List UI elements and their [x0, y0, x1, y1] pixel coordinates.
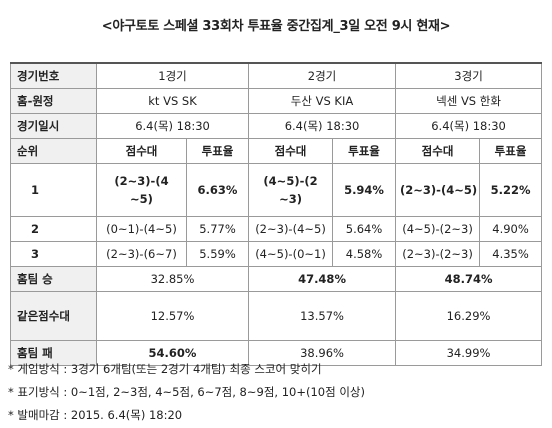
- game-1-tie: 12.57%: [95, 291, 250, 341]
- rank-1-game-2-score: (4~5)-(2~3): [248, 163, 334, 217]
- game-3-home-win: 48.74%: [395, 266, 543, 292]
- game-3-tie: 16.29%: [395, 291, 543, 341]
- game-1-vote-header: 투표율: [185, 138, 250, 164]
- row-label-home-loss: 홈팀 패: [10, 340, 97, 366]
- game-1-number: 1경기: [95, 62, 250, 89]
- rank-2-label: 2: [10, 216, 97, 242]
- row-label-tie: 같은점수대: [10, 291, 97, 341]
- table-row-datetime: 경기일시 6.4(목) 18:30 6.4(목) 18:30 6.4(목) 18…: [10, 113, 543, 139]
- rank-1-game-3-score: (2~3)-(4~5): [395, 163, 481, 217]
- rank-3-game-1-vote: 5.59%: [185, 241, 250, 267]
- game-2-score-header: 점수대: [248, 138, 334, 164]
- table-row-subheader: 순위 점수대 투표율 점수대 투표율 점수대 투표율: [10, 138, 543, 164]
- game-1-home-win: 32.85%: [95, 266, 250, 292]
- row-label-home-win: 홈팀 승: [10, 266, 97, 292]
- game-1-home-loss: 54.60%: [95, 340, 250, 366]
- rank-3-game-3-vote: 4.35%: [479, 241, 543, 267]
- game-2-home-win: 47.48%: [248, 266, 397, 292]
- rank-1-game-1-score: (2~3)-(4~5): [96, 163, 187, 217]
- game-2-vote-header: 투표율: [332, 138, 397, 164]
- game-2-number: 2경기: [248, 62, 397, 89]
- game-3-matchup: 넥센 VS 한화: [395, 88, 543, 114]
- game-1-score-header: 점수대: [96, 138, 187, 164]
- row-label-rank: 순위: [10, 138, 97, 164]
- rank-2-game-1-score: (0~1)-(4~5): [96, 216, 187, 242]
- rank-1-game-3-vote: 5.22%: [479, 163, 543, 217]
- game-2-tie: 13.57%: [248, 291, 397, 341]
- table-row-game-no: 경기번호 1경기 2경기 3경기: [10, 62, 543, 89]
- page-title: <야구토토 스페셜 33회차 투표율 중간집계_3일 오전 9시 현재>: [101, 19, 451, 34]
- table-row-home-loss: 홈팀 패 54.60% 38.96% 34.99%: [10, 340, 543, 366]
- row-label-matchup: 홈-원정: [10, 88, 97, 114]
- footnotes: * 게임방식 : 3경기 6개팀(또는 2경기 4개팀) 최종 스코어 맞히기 …: [8, 358, 365, 427]
- game-2-home-loss: 38.96%: [248, 340, 397, 366]
- game-3-home-loss: 34.99%: [395, 340, 543, 366]
- rank-3-game-2-score: (4~5)-(0~1): [248, 241, 334, 267]
- rank-1-game-2-vote: 5.94%: [332, 163, 397, 217]
- game-3-number: 3경기: [395, 62, 543, 89]
- vote-rate-table: 경기번호 1경기 2경기 3경기 홈-원정 kt VS SK 두산 VS KIA…: [10, 62, 543, 366]
- rank-3-game-1-score: (2~3)-(6~7): [96, 241, 187, 267]
- note-notation: * 표기방식 : 0~1점, 2~3점, 4~5점, 6~7점, 8~9점, 1…: [8, 385, 365, 399]
- rank-2-game-1-vote: 5.77%: [185, 216, 250, 242]
- note-game-method: * 게임방식 : 3경기 6개팀(또는 2경기 4개팀) 최종 스코어 맞히기: [8, 362, 322, 376]
- table-row-rank-2: 2 (0~1)-(4~5) 5.77% (2~3)-(4~5) 5.64% (4…: [10, 216, 543, 242]
- game-3-datetime: 6.4(목) 18:30: [395, 113, 543, 139]
- rank-3-game-3-score: (2~3)-(2~3): [395, 241, 481, 267]
- rank-1-label: 1: [10, 163, 97, 217]
- rank-2-game-2-score: (2~3)-(4~5): [248, 216, 334, 242]
- game-2-datetime: 6.4(목) 18:30: [248, 113, 397, 139]
- row-label-game-no: 경기번호: [10, 62, 97, 89]
- rank-3-label: 3: [10, 241, 97, 267]
- table-row-tie: 같은점수대 12.57% 13.57% 16.29%: [10, 291, 543, 341]
- table-row-rank-3: 3 (2~3)-(6~7) 5.59% (4~5)-(0~1) 4.58% (2…: [10, 241, 543, 267]
- game-3-vote-header: 투표율: [479, 138, 543, 164]
- row-label-datetime: 경기일시: [10, 113, 97, 139]
- table-row-rank-1: 1 (2~3)-(4~5) 6.63% (4~5)-(2~3) 5.94% (2…: [10, 163, 543, 217]
- game-1-matchup: kt VS SK: [95, 88, 250, 114]
- rank-1-game-1-vote: 6.63%: [185, 163, 250, 217]
- rank-2-game-2-vote: 5.64%: [332, 216, 397, 242]
- note-deadline: * 발매마감 : 2015. 6.4(목) 18:20: [8, 408, 183, 422]
- rank-3-game-2-vote: 4.58%: [332, 241, 397, 267]
- table-row-matchup: 홈-원정 kt VS SK 두산 VS KIA 넥센 VS 한화: [10, 88, 543, 114]
- game-1-datetime: 6.4(목) 18:30: [95, 113, 250, 139]
- game-3-score-header: 점수대: [395, 138, 481, 164]
- rank-2-game-3-score: (4~5)-(2~3): [395, 216, 481, 242]
- rank-2-game-3-vote: 4.90%: [479, 216, 543, 242]
- table-row-home-win: 홈팀 승 32.85% 47.48% 48.74%: [10, 266, 543, 292]
- game-2-matchup: 두산 VS KIA: [248, 88, 397, 114]
